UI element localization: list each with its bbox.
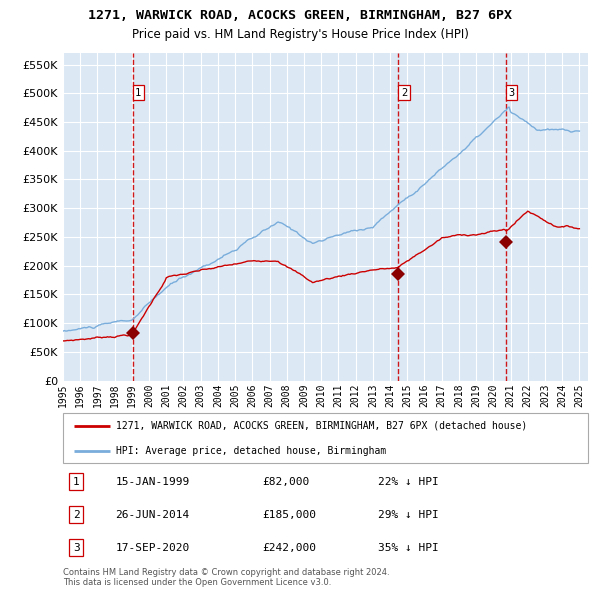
Text: £242,000: £242,000	[263, 543, 317, 553]
Text: 29% ↓ HPI: 29% ↓ HPI	[378, 510, 439, 520]
Text: 1271, WARWICK ROAD, ACOCKS GREEN, BIRMINGHAM, B27 6PX (detached house): 1271, WARWICK ROAD, ACOCKS GREEN, BIRMIN…	[115, 421, 527, 431]
Text: 22% ↓ HPI: 22% ↓ HPI	[378, 477, 439, 487]
Text: 26-JUN-2014: 26-JUN-2014	[115, 510, 190, 520]
FancyBboxPatch shape	[63, 413, 588, 463]
Text: Contains HM Land Registry data © Crown copyright and database right 2024.
This d: Contains HM Land Registry data © Crown c…	[63, 568, 389, 587]
Text: 1: 1	[73, 477, 79, 487]
Text: 15-JAN-1999: 15-JAN-1999	[115, 477, 190, 487]
Text: 3: 3	[73, 543, 79, 553]
Text: 17-SEP-2020: 17-SEP-2020	[115, 543, 190, 553]
Text: 3: 3	[508, 87, 514, 97]
Text: 1: 1	[135, 87, 142, 97]
Text: 35% ↓ HPI: 35% ↓ HPI	[378, 543, 439, 553]
Text: 1271, WARWICK ROAD, ACOCKS GREEN, BIRMINGHAM, B27 6PX: 1271, WARWICK ROAD, ACOCKS GREEN, BIRMIN…	[88, 9, 512, 22]
Text: 2: 2	[73, 510, 79, 520]
Text: 2: 2	[401, 87, 407, 97]
Text: HPI: Average price, detached house, Birmingham: HPI: Average price, detached house, Birm…	[115, 445, 386, 455]
Text: £82,000: £82,000	[263, 477, 310, 487]
Text: Price paid vs. HM Land Registry's House Price Index (HPI): Price paid vs. HM Land Registry's House …	[131, 28, 469, 41]
Text: £185,000: £185,000	[263, 510, 317, 520]
